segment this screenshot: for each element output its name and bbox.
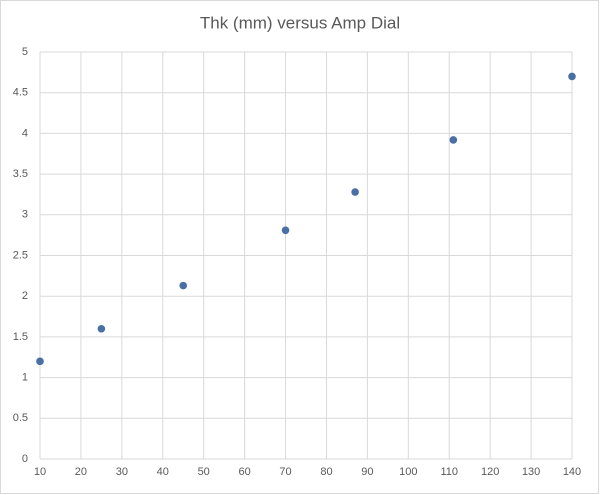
y-tick-label: 1 xyxy=(22,372,28,384)
x-tick-label: 40 xyxy=(157,466,169,478)
x-tick-label: 10 xyxy=(34,466,46,478)
y-tick-label: 0.5 xyxy=(13,412,28,424)
data-point xyxy=(36,357,44,366)
data-point xyxy=(351,188,359,196)
x-tick-label: 140 xyxy=(563,466,581,478)
data-point xyxy=(449,136,458,144)
x-tick-label: 30 xyxy=(116,466,128,478)
y-tick-label: 3 xyxy=(22,209,28,221)
data-point xyxy=(179,281,188,290)
y-tick-label: 1.5 xyxy=(13,331,28,343)
x-tick-label: 20 xyxy=(75,466,87,478)
x-tick-label: 80 xyxy=(320,466,332,478)
y-tick-label: 5 xyxy=(22,46,28,58)
data-point xyxy=(97,324,106,333)
x-tick-label: 120 xyxy=(481,466,499,478)
y-tick-label: 2 xyxy=(22,290,28,302)
data-point xyxy=(568,72,576,81)
x-tick-label: 100 xyxy=(399,466,417,478)
x-tick-label: 110 xyxy=(440,466,458,478)
x-tick-label: 130 xyxy=(522,466,540,478)
y-tick-label: 3.5 xyxy=(13,168,28,180)
y-tick-label: 0 xyxy=(22,453,28,465)
y-tick-label: 4 xyxy=(22,127,28,139)
x-tick-label: 90 xyxy=(361,466,373,478)
chart-title: Thk (mm) versus Amp Dial xyxy=(200,13,400,32)
y-tick-label: 4.5 xyxy=(13,87,28,99)
y-tick-label: 2.5 xyxy=(13,249,28,261)
data-point xyxy=(281,226,290,235)
x-tick-label: 50 xyxy=(198,466,210,478)
x-tick-label: 60 xyxy=(238,466,250,478)
x-tick-label: 70 xyxy=(279,466,291,478)
